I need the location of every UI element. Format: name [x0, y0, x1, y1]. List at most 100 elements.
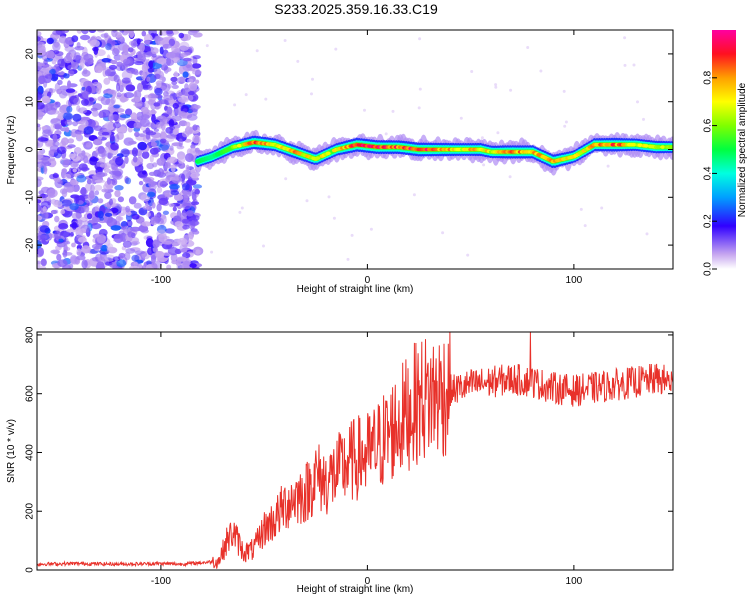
- noise-speckle-dot: [148, 98, 154, 106]
- noise-speckle-dot: [69, 203, 79, 211]
- noise-speckle-dot: [172, 206, 177, 212]
- noise-speckle-dot: [37, 260, 42, 265]
- noise-speckle-dot: [311, 77, 314, 81]
- noise-speckle-dot: [161, 240, 173, 245]
- noise-speckle-dot: [189, 220, 200, 226]
- colorbar-tick-label: 0.2: [703, 214, 714, 228]
- noise-speckle-dot: [41, 258, 47, 266]
- noise-speckle-dot: [185, 164, 190, 172]
- noise-speckle-dot: [193, 104, 201, 109]
- noise-speckle-dot: [118, 212, 126, 217]
- noise-speckle-dot: [178, 32, 185, 39]
- noise-speckle-dot: [129, 265, 139, 269]
- noise-speckle-dot: [42, 64, 53, 71]
- noise-speckle-dot: [73, 52, 81, 61]
- x-tick-label: 0: [365, 275, 371, 286]
- noise-speckle-dot: [283, 39, 287, 42]
- noise-speckle-dot: [37, 136, 46, 142]
- noise-speckle-dot: [95, 205, 100, 212]
- noise-speckle-dot: [284, 177, 288, 181]
- noise-speckle-dot: [181, 218, 190, 224]
- frequency-ridge: [194, 129, 673, 176]
- noise-speckle-dot: [97, 135, 103, 140]
- y-tick-label: 800: [25, 326, 36, 343]
- noise-speckle-dot: [52, 30, 61, 36]
- noise-speckle-dot: [61, 199, 72, 207]
- noise-speckle-dot: [114, 185, 124, 191]
- colorbar-tick-label: 0.6: [703, 118, 714, 132]
- noise-speckle-dot: [174, 221, 183, 227]
- noise-speckle-dot: [52, 141, 60, 147]
- ridge-core: [236, 143, 242, 148]
- noise-speckle-dot: [205, 44, 209, 48]
- noise-speckle-dot: [72, 113, 82, 122]
- noise-speckle-dot: [97, 256, 105, 263]
- noise-speckle-dot: [441, 231, 445, 235]
- noise-speckle-dot: [125, 177, 132, 185]
- noise-speckle-dot: [81, 150, 86, 157]
- noise-speckle-dot: [177, 154, 186, 164]
- noise-speckle-dot: [62, 30, 70, 34]
- ridge-core: [643, 144, 649, 148]
- noise-speckle-dot: [156, 256, 161, 263]
- noise-speckle-dot: [81, 30, 89, 35]
- noise-speckle-dot: [58, 223, 69, 230]
- noise-speckle-dot: [74, 46, 85, 51]
- noise-speckle-dot: [156, 229, 167, 238]
- noise-speckle-dot: [141, 265, 147, 269]
- noise-speckle-dot: [150, 141, 157, 147]
- x-tick-label: -100: [151, 576, 171, 587]
- ridge-core: [637, 143, 643, 147]
- noise-speckle-dot: [191, 214, 200, 221]
- noise-speckle-dot: [104, 191, 112, 200]
- noise-speckle-dot: [564, 120, 568, 124]
- noise-speckle-dot: [192, 69, 202, 75]
- noise-speckle-dot: [86, 213, 93, 220]
- noise-speckle-dot: [83, 204, 90, 213]
- noise-speckle-dot: [111, 178, 118, 186]
- noise-speckle-dot: [69, 232, 74, 237]
- noise-speckle-dot: [164, 161, 171, 169]
- noise-speckle-dot: [162, 210, 169, 215]
- noise-speckle-dot: [173, 58, 181, 63]
- noise-speckle-dot: [233, 103, 237, 107]
- noise-speckle-dot: [99, 163, 107, 168]
- noise-speckle-dot: [52, 41, 61, 52]
- noise-speckle-dot: [600, 206, 604, 210]
- noise-speckle-dot: [50, 73, 59, 82]
- noise-speckle-dot: [165, 126, 174, 134]
- ridge-core: [656, 145, 661, 149]
- noise-speckle-dot: [255, 49, 259, 53]
- noise-speckle-dot: [418, 87, 422, 91]
- noise-speckle-dot: [194, 147, 200, 153]
- noise-speckle-dot: [161, 83, 171, 92]
- noise-speckle-dot: [54, 215, 60, 223]
- noise-speckle-dot: [38, 238, 45, 244]
- noise-speckle-dot: [181, 183, 190, 191]
- noise-speckle-dot: [91, 110, 99, 117]
- noise-speckle-dot: [496, 131, 500, 135]
- noise-speckle-dot: [38, 69, 48, 76]
- noise-speckle-dot: [107, 89, 118, 95]
- noise-speckle-dot: [37, 199, 42, 204]
- noise-speckle-dot: [127, 126, 133, 133]
- y-tick-label: -20: [25, 237, 36, 252]
- noise-speckle-dot: [132, 156, 138, 163]
- noise-speckle-dot: [155, 121, 164, 129]
- noise-speckle-dot: [160, 130, 167, 140]
- noise-speckle-dot: [79, 228, 86, 234]
- noise-speckle-dot: [47, 188, 58, 198]
- noise-speckle-dot: [118, 252, 126, 259]
- noise-speckle-dot: [146, 236, 153, 241]
- noise-speckle-dot: [158, 144, 169, 151]
- noise-speckle-dot: [134, 131, 140, 138]
- noise-speckle-dot: [57, 58, 66, 67]
- noise-speckle-dot: [470, 70, 474, 73]
- noise-speckle-dot: [153, 102, 161, 107]
- noise-speckle-dot: [466, 253, 470, 257]
- noise-speckle-dot: [116, 259, 127, 268]
- noise-speckle-dot: [310, 92, 313, 96]
- noise-speckle-dot: [45, 50, 55, 59]
- noise-speckle-dot: [133, 121, 142, 129]
- noise-speckle-dot: [48, 150, 54, 158]
